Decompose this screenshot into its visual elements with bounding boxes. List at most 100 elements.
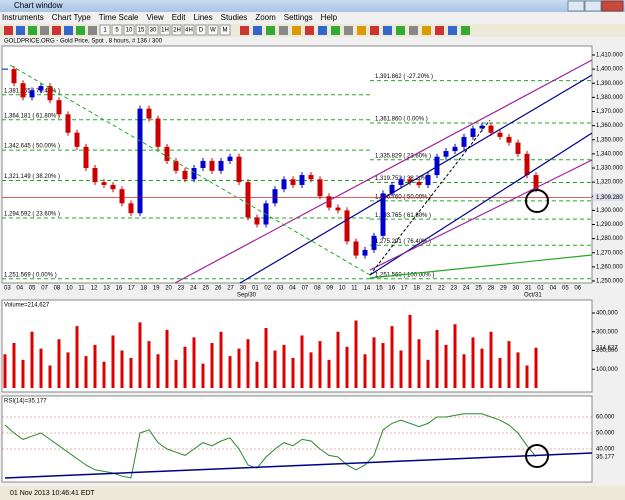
candle-body [515, 142, 521, 154]
fib-label: 1,294.592 ( 23.60% ) [4, 212, 60, 218]
rsi-last-label: 35.177 [596, 454, 615, 460]
candle-body [110, 184, 116, 190]
volume-bar [480, 348, 484, 388]
toolbar-button[interactable] [135, 24, 147, 36]
toolbar-label: 2H [173, 28, 181, 34]
toolbar-icon[interactable] [305, 26, 314, 35]
volume-bar [48, 365, 52, 388]
toolbar-icon[interactable] [448, 26, 457, 35]
menu-item[interactable]: Time Scale [99, 13, 139, 22]
y-tick-label: 400,000 [596, 311, 618, 317]
toolbar-icon[interactable] [266, 26, 275, 35]
date-label: 05 [562, 286, 569, 292]
toolbar-icon[interactable] [461, 26, 470, 35]
fib-label: 1,275.291 ( 76.40% ) [375, 239, 431, 245]
candle-body [65, 114, 71, 133]
volume-bar [264, 328, 268, 388]
fib-label: 1,251.560 ( 100.00% ) [375, 272, 434, 278]
volume-bar [390, 326, 394, 388]
candle-body [344, 210, 350, 242]
volume-title: Volume=214,627 [4, 303, 50, 309]
date-label: 24 [463, 286, 470, 292]
candle-body [380, 193, 386, 236]
maximize-button[interactable] [584, 0, 602, 12]
trend-line [239, 74, 593, 284]
volume-bar [318, 341, 322, 388]
date-label: 01 [537, 286, 544, 292]
candle-body [497, 132, 503, 137]
volume-bar [354, 320, 358, 388]
toolbar-icon[interactable] [370, 26, 379, 35]
toolbar-icon[interactable] [331, 26, 340, 35]
toolbar-button[interactable] [147, 24, 159, 36]
toolbar-icon[interactable] [240, 26, 249, 35]
date-label: 25 [475, 286, 482, 292]
toolbar-icon[interactable] [64, 26, 73, 35]
menu-item[interactable]: View [147, 13, 164, 22]
toolbar-button[interactable] [159, 24, 171, 36]
candle-body [101, 182, 107, 185]
menu-item[interactable]: Chart Type [52, 13, 92, 22]
menu-item[interactable]: Settings [284, 13, 313, 22]
toolbar-icon[interactable] [279, 26, 288, 35]
date-label: 03 [4, 286, 11, 292]
candle-body [146, 108, 152, 119]
menu-item[interactable]: Instruments [2, 13, 44, 22]
toolbar-icon[interactable] [357, 26, 366, 35]
minimize-button[interactable] [567, 0, 585, 12]
date-label: 14 [364, 286, 371, 292]
toolbar-button[interactable] [207, 24, 219, 36]
toolbar-icon[interactable] [40, 26, 49, 35]
toolbar-icon[interactable] [4, 26, 13, 35]
title-bar [0, 0, 625, 12]
toolbar-button[interactable] [111, 24, 123, 36]
volume-bar [444, 344, 448, 388]
volume-bar [147, 341, 151, 388]
toolbar-icon[interactable] [318, 26, 327, 35]
toolbar-icon[interactable] [409, 26, 418, 35]
volume-bar [66, 352, 70, 388]
toolbar-button[interactable] [195, 24, 207, 36]
close-button[interactable] [601, 0, 624, 12]
date-label: 04 [289, 286, 296, 292]
toolbar-icon[interactable] [16, 26, 25, 35]
price-pane [1, 45, 593, 284]
toolbar-icon[interactable] [422, 26, 431, 35]
toolbar-button[interactable] [123, 24, 135, 36]
trend-lines [4, 59, 593, 479]
menu-item[interactable]: Edit [172, 13, 187, 22]
menu-item[interactable]: Studies [221, 13, 248, 22]
toolbar-icon[interactable] [292, 26, 301, 35]
y-tick-label: 1,370.000 [596, 109, 623, 115]
volume-bar [489, 331, 493, 388]
date-label: 30 [512, 286, 519, 292]
toolbar-icon[interactable] [383, 26, 392, 35]
toolbar-icon[interactable] [88, 26, 97, 35]
toolbar-label: 10 [126, 28, 133, 34]
toolbar-icon[interactable] [344, 26, 353, 35]
candle-body [173, 160, 179, 171]
toolbar-button[interactable] [99, 24, 111, 36]
menu-item[interactable]: Lines [194, 13, 213, 22]
date-label: 13 [103, 286, 110, 292]
trend-line [369, 119, 491, 276]
toolbar-icon[interactable] [52, 26, 61, 35]
toolbar-button[interactable] [219, 24, 231, 36]
volume-bar [273, 350, 277, 388]
toolbar-button[interactable] [171, 24, 183, 36]
menu-item[interactable]: Zoom [255, 13, 276, 22]
last-price-box [593, 193, 624, 202]
toolbar-icon[interactable] [253, 26, 262, 35]
toolbar-icon[interactable] [28, 26, 37, 35]
date-label: 10 [339, 286, 346, 292]
toolbar-label: M [223, 28, 228, 34]
volume-bar [174, 359, 178, 388]
toolbar-icon[interactable] [435, 26, 444, 35]
menu-item[interactable]: Help [321, 13, 338, 22]
toolbar-icon[interactable] [396, 26, 405, 35]
date-label: 19 [153, 286, 160, 292]
toolbar-icon[interactable] [76, 26, 85, 35]
toolbar-button[interactable] [183, 24, 195, 36]
date-label: 07 [302, 286, 309, 292]
candle-body [371, 235, 377, 250]
